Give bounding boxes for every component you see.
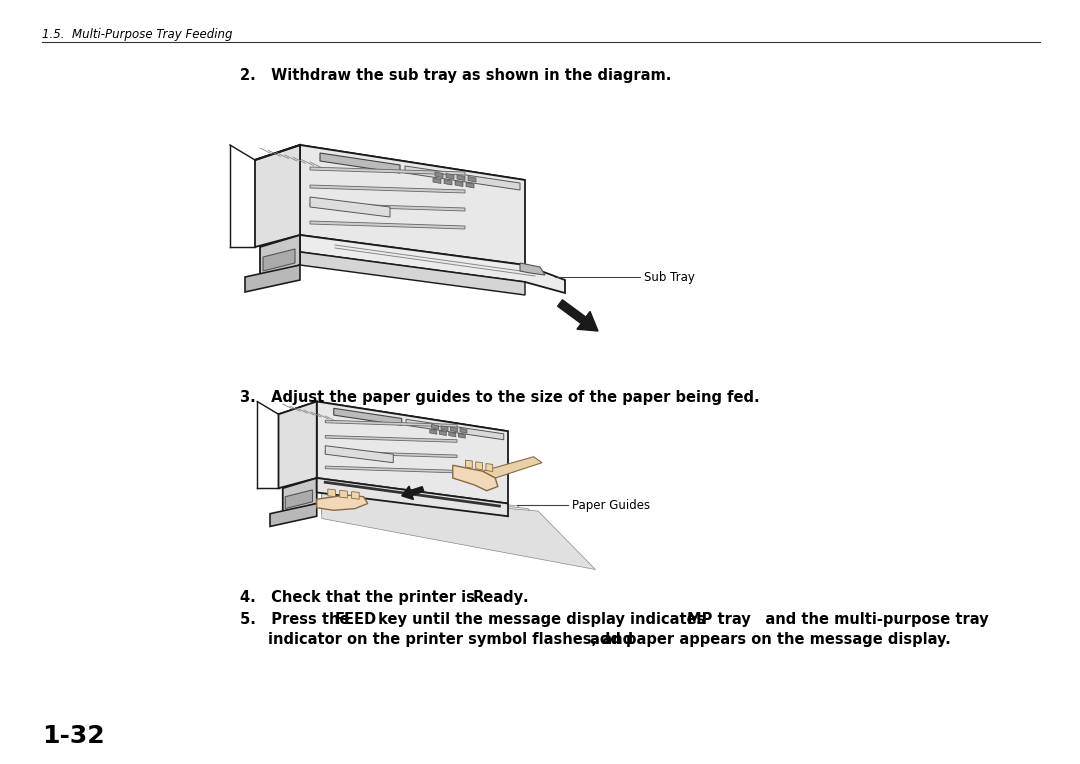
Text: Sub Tray: Sub Tray: [644, 270, 694, 283]
Polygon shape: [300, 252, 525, 295]
Polygon shape: [433, 178, 441, 183]
Polygon shape: [334, 408, 402, 426]
Text: and the multi-purpose tray: and the multi-purpose tray: [750, 612, 988, 627]
Text: 3.   Adjust the paper guides to the size of the paper being fed.: 3. Adjust the paper guides to the size o…: [240, 390, 759, 405]
Polygon shape: [245, 265, 300, 292]
Text: 1.5.  Multi-Purpose Tray Feeding: 1.5. Multi-Purpose Tray Feeding: [42, 28, 232, 41]
Polygon shape: [444, 180, 453, 185]
Text: 5.   Press the: 5. Press the: [240, 612, 350, 627]
Polygon shape: [352, 491, 360, 499]
Polygon shape: [325, 435, 457, 442]
Text: key until the message display indicates: key until the message display indicates: [373, 612, 705, 627]
Polygon shape: [325, 451, 457, 458]
Polygon shape: [300, 145, 525, 265]
Polygon shape: [264, 249, 295, 271]
Polygon shape: [316, 478, 508, 516]
Polygon shape: [322, 483, 566, 559]
Polygon shape: [279, 402, 316, 488]
Polygon shape: [453, 465, 498, 490]
Polygon shape: [325, 420, 457, 427]
Polygon shape: [285, 490, 312, 509]
Polygon shape: [446, 173, 454, 179]
Text: indicator on the printer symbol flashes, and: indicator on the printer symbol flashes,…: [268, 632, 633, 647]
Text: add paper: add paper: [590, 632, 674, 647]
Polygon shape: [255, 145, 525, 195]
Text: 1-32: 1-32: [42, 724, 105, 748]
FancyArrow shape: [402, 486, 423, 500]
Polygon shape: [465, 183, 474, 188]
Polygon shape: [310, 221, 465, 229]
Polygon shape: [483, 457, 542, 478]
Polygon shape: [449, 432, 456, 437]
Polygon shape: [519, 263, 545, 275]
Polygon shape: [450, 427, 458, 432]
Polygon shape: [322, 488, 581, 565]
Polygon shape: [322, 478, 551, 555]
Text: FEED: FEED: [335, 612, 377, 627]
Polygon shape: [283, 478, 316, 513]
Polygon shape: [325, 466, 457, 473]
Polygon shape: [486, 464, 492, 471]
Polygon shape: [465, 460, 472, 468]
Text: appears on the message display.: appears on the message display.: [664, 632, 950, 647]
Polygon shape: [455, 181, 463, 186]
Text: Paper Guides: Paper Guides: [571, 499, 650, 512]
Polygon shape: [432, 425, 438, 429]
Polygon shape: [260, 235, 300, 277]
Polygon shape: [435, 172, 443, 177]
Polygon shape: [460, 429, 467, 433]
Polygon shape: [458, 433, 465, 438]
Polygon shape: [310, 167, 465, 175]
Polygon shape: [406, 419, 503, 440]
Polygon shape: [320, 153, 400, 173]
Text: 2.   Withdraw the sub tray as shown in the diagram.: 2. Withdraw the sub tray as shown in the…: [240, 68, 672, 83]
Polygon shape: [316, 402, 508, 503]
Polygon shape: [310, 203, 465, 211]
Text: 4.   Check that the printer is: 4. Check that the printer is: [240, 590, 475, 605]
Polygon shape: [457, 175, 465, 180]
Polygon shape: [322, 493, 595, 569]
Polygon shape: [340, 490, 348, 498]
Polygon shape: [441, 426, 448, 431]
Polygon shape: [325, 445, 393, 463]
Polygon shape: [279, 402, 508, 444]
Polygon shape: [270, 503, 316, 526]
FancyArrow shape: [557, 299, 598, 331]
Polygon shape: [405, 166, 519, 190]
Polygon shape: [468, 176, 476, 182]
Polygon shape: [440, 431, 446, 435]
Polygon shape: [255, 145, 300, 247]
Text: .: .: [523, 590, 528, 605]
Polygon shape: [328, 489, 336, 497]
Polygon shape: [316, 495, 368, 510]
Polygon shape: [310, 197, 390, 217]
Text: MP tray: MP tray: [687, 612, 751, 627]
Text: Ready: Ready: [473, 590, 524, 605]
Polygon shape: [310, 185, 465, 193]
Polygon shape: [475, 462, 483, 470]
Polygon shape: [430, 429, 436, 434]
Polygon shape: [300, 235, 565, 293]
